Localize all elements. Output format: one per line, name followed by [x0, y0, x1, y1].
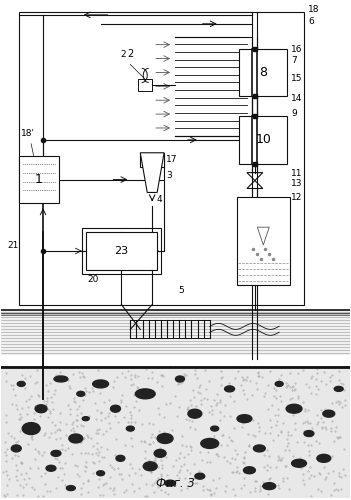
- Bar: [19, 12, 304, 304]
- Text: 3: 3: [166, 170, 172, 179]
- Ellipse shape: [154, 450, 166, 458]
- Text: 16: 16: [291, 44, 303, 54]
- Ellipse shape: [93, 380, 108, 388]
- Bar: [140, 153, 164, 166]
- Ellipse shape: [46, 466, 56, 471]
- Ellipse shape: [111, 406, 120, 412]
- Bar: [1, 2, 350, 354]
- Ellipse shape: [237, 414, 252, 422]
- Text: 9: 9: [291, 109, 297, 118]
- Bar: [239, 48, 287, 96]
- Text: 15: 15: [291, 74, 303, 84]
- Text: 18: 18: [308, 5, 319, 14]
- Ellipse shape: [201, 438, 219, 448]
- Ellipse shape: [66, 486, 75, 490]
- Ellipse shape: [82, 416, 89, 420]
- Ellipse shape: [317, 454, 331, 462]
- Bar: [19, 156, 59, 204]
- Ellipse shape: [275, 382, 283, 386]
- Ellipse shape: [253, 445, 265, 452]
- Text: 8: 8: [259, 66, 267, 79]
- Ellipse shape: [11, 445, 21, 452]
- Text: 23: 23: [114, 246, 128, 256]
- Text: 7: 7: [291, 56, 297, 66]
- Text: 4: 4: [156, 196, 162, 204]
- Text: 21: 21: [7, 241, 19, 250]
- Ellipse shape: [17, 382, 25, 386]
- Ellipse shape: [77, 392, 85, 396]
- Ellipse shape: [126, 426, 134, 431]
- Ellipse shape: [97, 470, 105, 476]
- Text: 2: 2: [120, 50, 126, 58]
- Text: 17: 17: [166, 154, 178, 164]
- Ellipse shape: [69, 434, 83, 443]
- Text: 18': 18': [21, 129, 35, 138]
- Ellipse shape: [286, 404, 302, 413]
- Polygon shape: [140, 153, 164, 192]
- Ellipse shape: [292, 460, 306, 468]
- Ellipse shape: [244, 467, 256, 473]
- Bar: [1, 367, 350, 498]
- Text: 14: 14: [291, 94, 303, 103]
- Text: 13: 13: [291, 178, 303, 188]
- Ellipse shape: [323, 410, 335, 417]
- Text: 6: 6: [308, 17, 314, 26]
- Ellipse shape: [225, 386, 234, 392]
- Ellipse shape: [304, 430, 314, 436]
- Ellipse shape: [188, 409, 202, 418]
- Ellipse shape: [195, 473, 205, 479]
- Ellipse shape: [22, 422, 40, 434]
- Text: Фиг. 3: Фиг. 3: [155, 477, 194, 490]
- Ellipse shape: [143, 462, 157, 470]
- Bar: [1, 310, 350, 354]
- Text: 11: 11: [291, 168, 303, 177]
- Text: 10: 10: [256, 134, 271, 146]
- Ellipse shape: [176, 376, 184, 382]
- Ellipse shape: [334, 386, 343, 392]
- Bar: [86, 232, 157, 270]
- Ellipse shape: [165, 480, 176, 486]
- Ellipse shape: [263, 482, 276, 490]
- Text: 20: 20: [88, 274, 99, 283]
- Bar: [82, 228, 161, 274]
- Ellipse shape: [35, 405, 47, 412]
- Bar: [1, 367, 350, 498]
- Text: 12: 12: [291, 194, 303, 202]
- Ellipse shape: [51, 450, 61, 456]
- Ellipse shape: [211, 426, 219, 431]
- Bar: [138, 80, 152, 92]
- Ellipse shape: [135, 389, 155, 399]
- Text: 2: 2: [127, 48, 133, 58]
- Ellipse shape: [54, 376, 68, 382]
- Ellipse shape: [116, 456, 125, 462]
- Ellipse shape: [157, 434, 173, 444]
- Bar: [239, 116, 287, 164]
- Bar: [237, 198, 290, 284]
- Text: 1: 1: [35, 173, 43, 186]
- Text: 5: 5: [178, 286, 184, 294]
